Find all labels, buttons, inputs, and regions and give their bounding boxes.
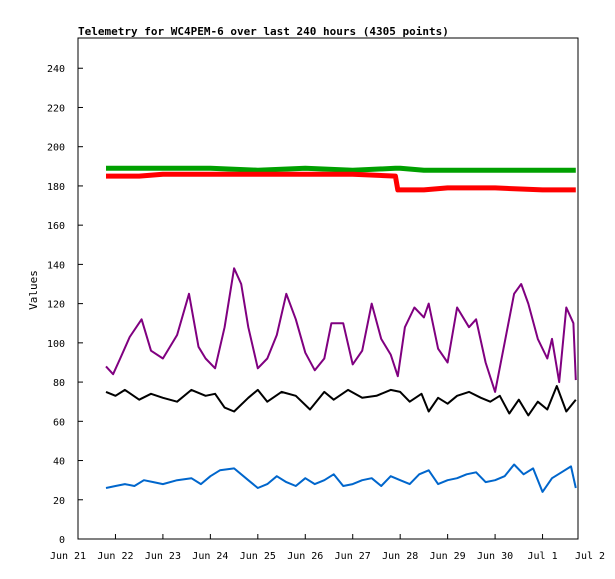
- series-line-0: [106, 165, 576, 173]
- y-tick-label: 40: [53, 457, 65, 468]
- x-axis: Jun 21 Jun 22 Jun 23 Jun 24 Jun 25 Jun 26 Jun …: [50, 534, 605, 562]
- y-axis: 0 20 40 60 80 100 120 140 160 180 200 220 240: [47, 64, 83, 546]
- x-tick-label: Jul 1: [527, 551, 557, 562]
- y-tick-label: 80: [53, 378, 65, 389]
- y-tick-label: 0: [59, 535, 65, 546]
- series-line-3: [105, 385, 577, 417]
- x-tick-label: Jun 28: [382, 551, 418, 562]
- y-tick-label: 160: [47, 221, 65, 232]
- x-tick-label: Jun 30: [477, 551, 513, 562]
- x-tick-label: Jun 22: [97, 551, 133, 562]
- y-tick-label: 120: [47, 300, 65, 311]
- series-layer: [105, 165, 577, 493]
- x-tick-label: Jul 2: [575, 551, 605, 562]
- chart-title: Telemetry for WC4PEM-6 over last 240 hou…: [78, 25, 449, 38]
- y-tick-label: 140: [47, 260, 65, 271]
- x-tick-label: Jun 26: [287, 551, 323, 562]
- plot-frame: [77, 37, 579, 540]
- y-axis-label: Values: [27, 270, 40, 310]
- x-tick-label: Jun 25: [240, 551, 276, 562]
- y-tick-label: 100: [47, 339, 65, 350]
- y-tick-label: 180: [47, 182, 65, 193]
- x-tick-label: Jun 24: [192, 551, 228, 562]
- x-tick-label: Jun 29: [430, 551, 466, 562]
- series-line-2: [105, 267, 577, 393]
- y-tick-label: 20: [53, 496, 65, 507]
- y-tick-label: 60: [53, 417, 65, 428]
- x-tick-label: Jun 27: [335, 551, 371, 562]
- x-tick-label: Jun 21: [50, 551, 86, 562]
- series-line-4: [105, 463, 577, 493]
- series-line-1: [106, 171, 576, 193]
- y-tick-label: 240: [47, 64, 65, 75]
- y-tick-label: 220: [47, 103, 65, 114]
- y-tick-label: 200: [47, 143, 65, 154]
- x-tick-label: Jun 23: [145, 551, 181, 562]
